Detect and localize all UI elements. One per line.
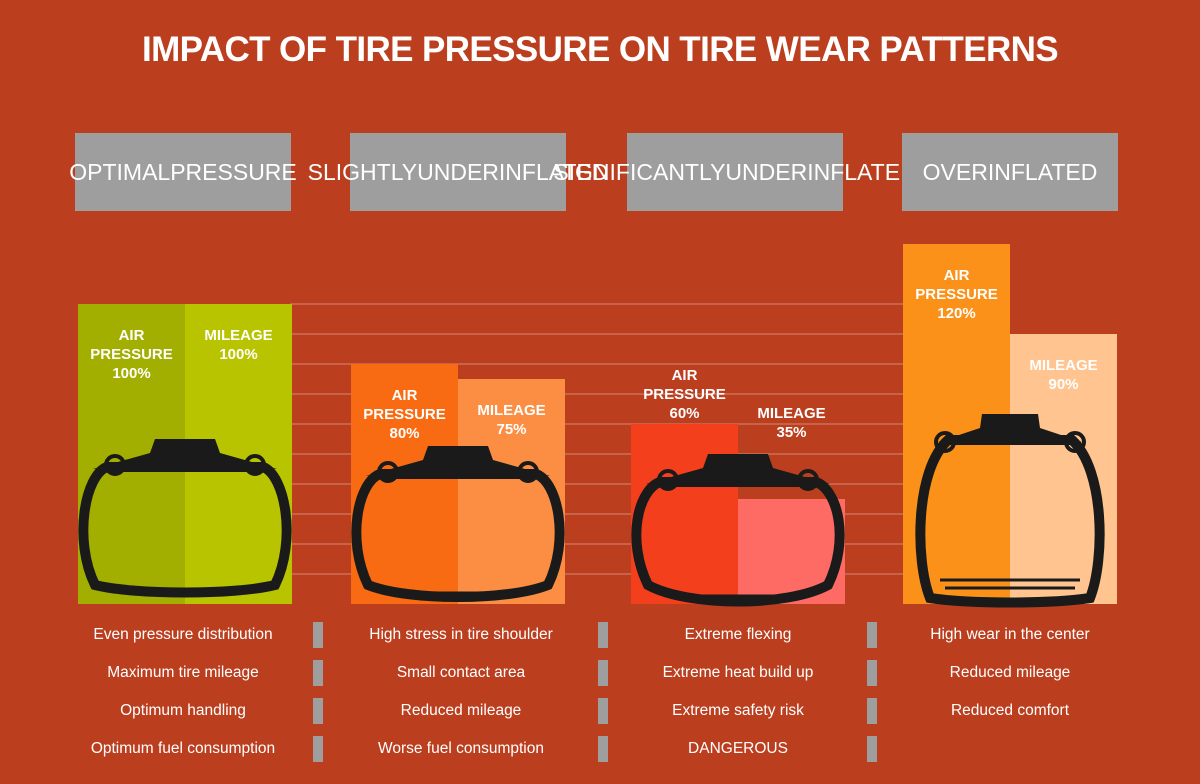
- mileage-label-4: MILEAGE 90%: [1029, 357, 1098, 393]
- effect-item-3-3: Extreme safety risk: [672, 702, 804, 719]
- tire-icon-4: [915, 414, 1105, 608]
- chart-title: IMPACT OF TIRE PRESSURE ON TIRE WEAR PAT…: [141, 30, 1059, 69]
- effect-item-2-1: High stress in tire shoulder: [369, 626, 553, 643]
- effect-item-2-2: Small contact area: [396, 664, 526, 681]
- separator-mark: [598, 622, 608, 648]
- effect-item-3-2: Extreme heat build up: [662, 664, 814, 681]
- category-header-line: UNDERINFLATED: [417, 158, 609, 185]
- separator-mark: [867, 660, 877, 686]
- separator-mark: [867, 698, 877, 724]
- tire-icon-3: [631, 454, 845, 607]
- category-header-3: SIGNIFICANTLY UNDERINFLATED: [553, 133, 917, 211]
- category-header-4: OVERINFLATED: [902, 133, 1118, 211]
- category-header-line: UNDERINFLATED: [725, 158, 917, 185]
- separator-mark: [867, 736, 877, 762]
- effect-item-1-2: Maximum tire mileage: [107, 664, 259, 681]
- mileage-label-1: MILEAGE 100%: [204, 327, 273, 363]
- separator-mark: [313, 622, 323, 648]
- effect-item-1-1: Even pressure distribution: [93, 626, 273, 643]
- effect-item-1-4: Optimum fuel consumption: [90, 740, 276, 757]
- separator-mark: [867, 622, 877, 648]
- separator-mark: [598, 698, 608, 724]
- category-header-line: SLIGHTLY: [307, 158, 418, 185]
- separator-mark: [313, 698, 323, 724]
- effect-item-4-3: Reduced comfort: [950, 702, 1070, 719]
- effect-item-4-1: High wear in the center: [930, 626, 1090, 643]
- mileage-label-3: MILEAGE 35%: [757, 405, 826, 441]
- tire-icon-2: [351, 446, 565, 602]
- category-header-line: OVERINFLATED: [922, 158, 1098, 185]
- category-header-line: PRESSURE: [170, 158, 297, 185]
- effect-item-3-4: DANGEROUS: [688, 740, 788, 757]
- effect-item-1-3: Optimum handling: [120, 702, 246, 719]
- separator-mark: [313, 736, 323, 762]
- mileage-label-2: MILEAGE 75%: [477, 402, 546, 438]
- effect-item-2-3: Reduced mileage: [400, 702, 522, 719]
- air-pressure-label-3: AIR PRESSURE 60%: [643, 367, 726, 422]
- effect-item-4-2: Reduced mileage: [949, 664, 1071, 681]
- air-pressure-label-1: AIR PRESSURE 100%: [90, 327, 173, 382]
- category-header-line: OPTIMAL: [69, 158, 171, 185]
- air-pressure-label-2: AIR PRESSURE 80%: [363, 387, 446, 442]
- separator-mark: [598, 736, 608, 762]
- category-header-2: SLIGHTLY UNDERINFLATED: [308, 133, 608, 211]
- category-header-line: SIGNIFICANTLY: [553, 158, 726, 185]
- category-header-1: OPTIMAL PRESSURE: [69, 133, 297, 211]
- separator-mark: [598, 660, 608, 686]
- tire-icon-1: [78, 439, 292, 598]
- effect-item-3-1: Extreme flexing: [684, 626, 792, 643]
- effect-item-2-4: Worse fuel consumption: [378, 740, 544, 757]
- air-pressure-label-4: AIR PRESSURE 120%: [915, 267, 998, 322]
- separator-mark: [313, 660, 323, 686]
